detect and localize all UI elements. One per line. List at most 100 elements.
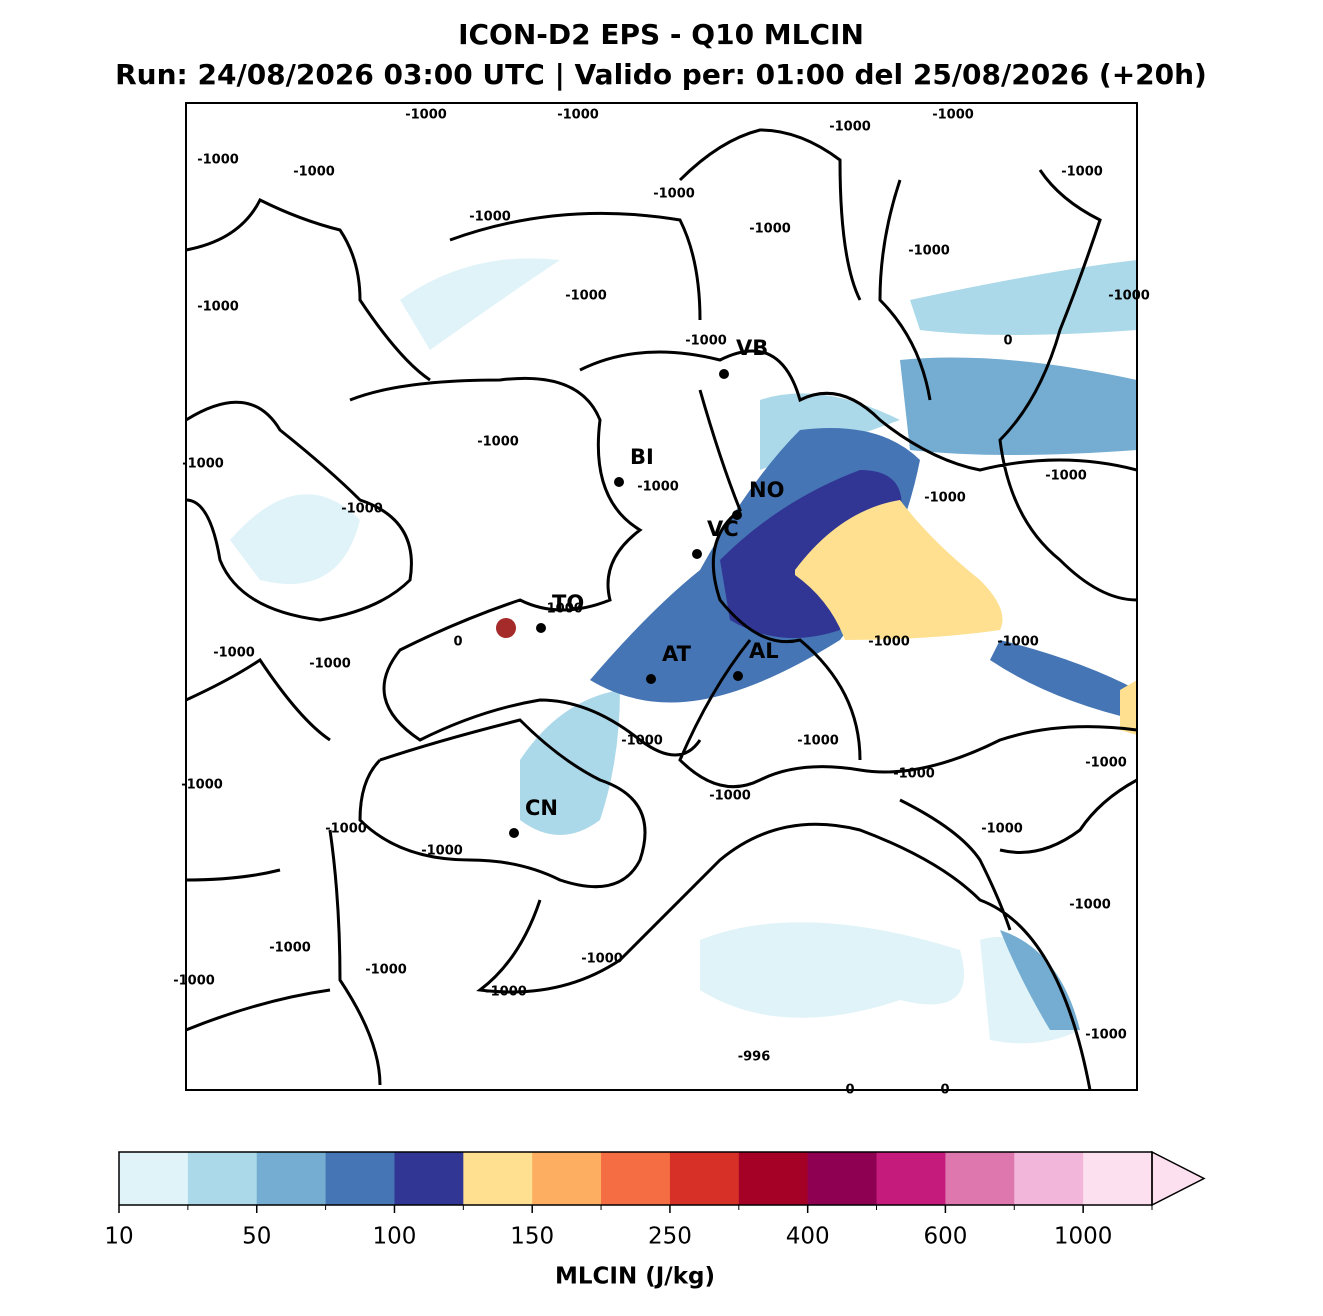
contour-label: -1000 [797,734,839,749]
colorbar-label: MLCIN (J/kg) [555,1264,715,1290]
contour-label: -1000 [173,974,215,989]
contour-label: -1000 [581,952,623,967]
subtitle: Run: 24/08/2026 03:00 UTC | Valido per: … [115,58,1207,91]
colorbar-swatch [394,1152,464,1205]
contour-label: -1000 [213,646,255,661]
colorbar-extension [1151,1150,1206,1207]
contour-label: -1000 [565,289,607,304]
colorbar-swatch [187,1152,258,1205]
contour-label: -1000 [197,300,239,315]
contour-label: -1000 [405,108,447,123]
colorbar-tick-label: 50 [242,1224,271,1250]
field-mid [520,260,1137,835]
colorbar-swatch [1083,1152,1153,1205]
contour-label: -1000 [1045,469,1087,484]
contour-label: -1000 [932,108,974,123]
contour-label: -1000 [868,635,910,650]
contour-label: -1000 [1061,165,1103,180]
contour-label: -1000 [485,985,527,1000]
contour-label: -1000 [653,187,695,202]
contour-label: -1000 [182,457,224,472]
city-dot [692,549,702,559]
contour-label: -1000 [197,153,239,168]
colorbar-tick-label: 150 [510,1224,554,1250]
contour-label: 0 [940,1083,949,1098]
contour-label: -1000 [1085,1028,1127,1043]
city-dot [733,671,743,681]
city-dot [732,510,742,520]
city-label: AL [749,639,779,663]
contour-label: -1000 [477,435,519,450]
contour-label: -1000 [637,480,679,495]
field-mid2 [900,357,1137,1030]
colorbar-swatch [669,1152,740,1205]
contour-label: -1000 [709,789,751,804]
contour-label: -1000 [1069,898,1111,913]
city-dot [509,828,519,838]
city-label: TO [552,591,584,615]
contour-label: -1000 [325,822,367,837]
contour-label: -1000 [181,778,223,793]
highlight-point [496,618,516,638]
contour-label: -1000 [749,222,791,237]
contour-label: -1000 [309,657,351,672]
contour-label: -1000 [557,108,599,123]
colorbar-swatch [119,1152,189,1205]
colorbar-tick-label: 100 [373,1224,417,1250]
city-label: VC [707,517,739,541]
city-dot [614,477,624,487]
city-dot [646,674,656,684]
title: ICON-D2 EPS - Q10 MLCIN [458,18,864,51]
contour-label: -1000 [893,767,935,782]
colorbar-swatch [807,1152,878,1205]
colorbar-tick-label: 250 [648,1224,692,1250]
map-area: VB BI NO VC TO AT AL CN -1000 -1000 -1000 -1000 -100… [173,102,1150,1098]
contour-label: -1000 [269,941,311,956]
contour-label: -1000 [341,502,383,517]
colorbar-tick-label: 400 [786,1224,830,1250]
contour-label: -1000 [997,635,1039,650]
contour-label: -1000 [293,165,335,180]
contour-label: -1000 [621,734,663,749]
contour-label: -1000 [1085,756,1127,771]
contour-label: 0 [845,1083,854,1098]
city-dot [536,623,546,633]
colorbar: 10 50 100 150 250 400 600 1000 [104,1150,1206,1250]
city-label: AT [662,642,692,666]
city-label: CN [525,796,558,820]
contour-label: -1000 [924,491,966,506]
contour-label: -1000 [829,120,871,135]
contour-label: -1000 [541,602,583,617]
colorbar-swatch [325,1152,395,1205]
colorbar-tick-label: 1000 [1054,1224,1113,1250]
field-light [230,258,1080,1044]
colorbar-swatch [1014,1152,1084,1205]
colorbar-swatch [601,1152,671,1205]
contour-label: -1000 [981,822,1023,837]
region-borders [186,128,1137,1090]
contour-label: -1000 [365,963,407,978]
contour-label: -1000 [908,244,950,259]
contour-label: 0 [453,635,462,650]
colorbar-swatch [532,1152,602,1205]
colorbar-swatch [256,1152,327,1205]
contour-label: 0 [1003,334,1012,349]
colorbar-tick-label: 10 [104,1224,133,1250]
city-label: VB [736,336,768,360]
contour-label: -1000 [469,210,511,225]
colorbar-frame [118,1151,1153,1206]
city-label: NO [749,478,784,502]
colorbar-swatch [738,1152,809,1205]
colorbar-swatch [463,1152,533,1205]
map-frame [185,102,1138,1091]
colorbar-swatch [876,1152,946,1205]
colorbar-swatch [945,1152,1015,1205]
city-dot [719,369,729,379]
field-positive [795,500,1137,735]
contour-label: -1000 [685,334,727,349]
contour-label: -1000 [421,844,463,859]
contour-label: -996 [738,1050,771,1065]
colorbar-tick-label: 600 [923,1224,967,1250]
city-label: BI [630,445,654,469]
